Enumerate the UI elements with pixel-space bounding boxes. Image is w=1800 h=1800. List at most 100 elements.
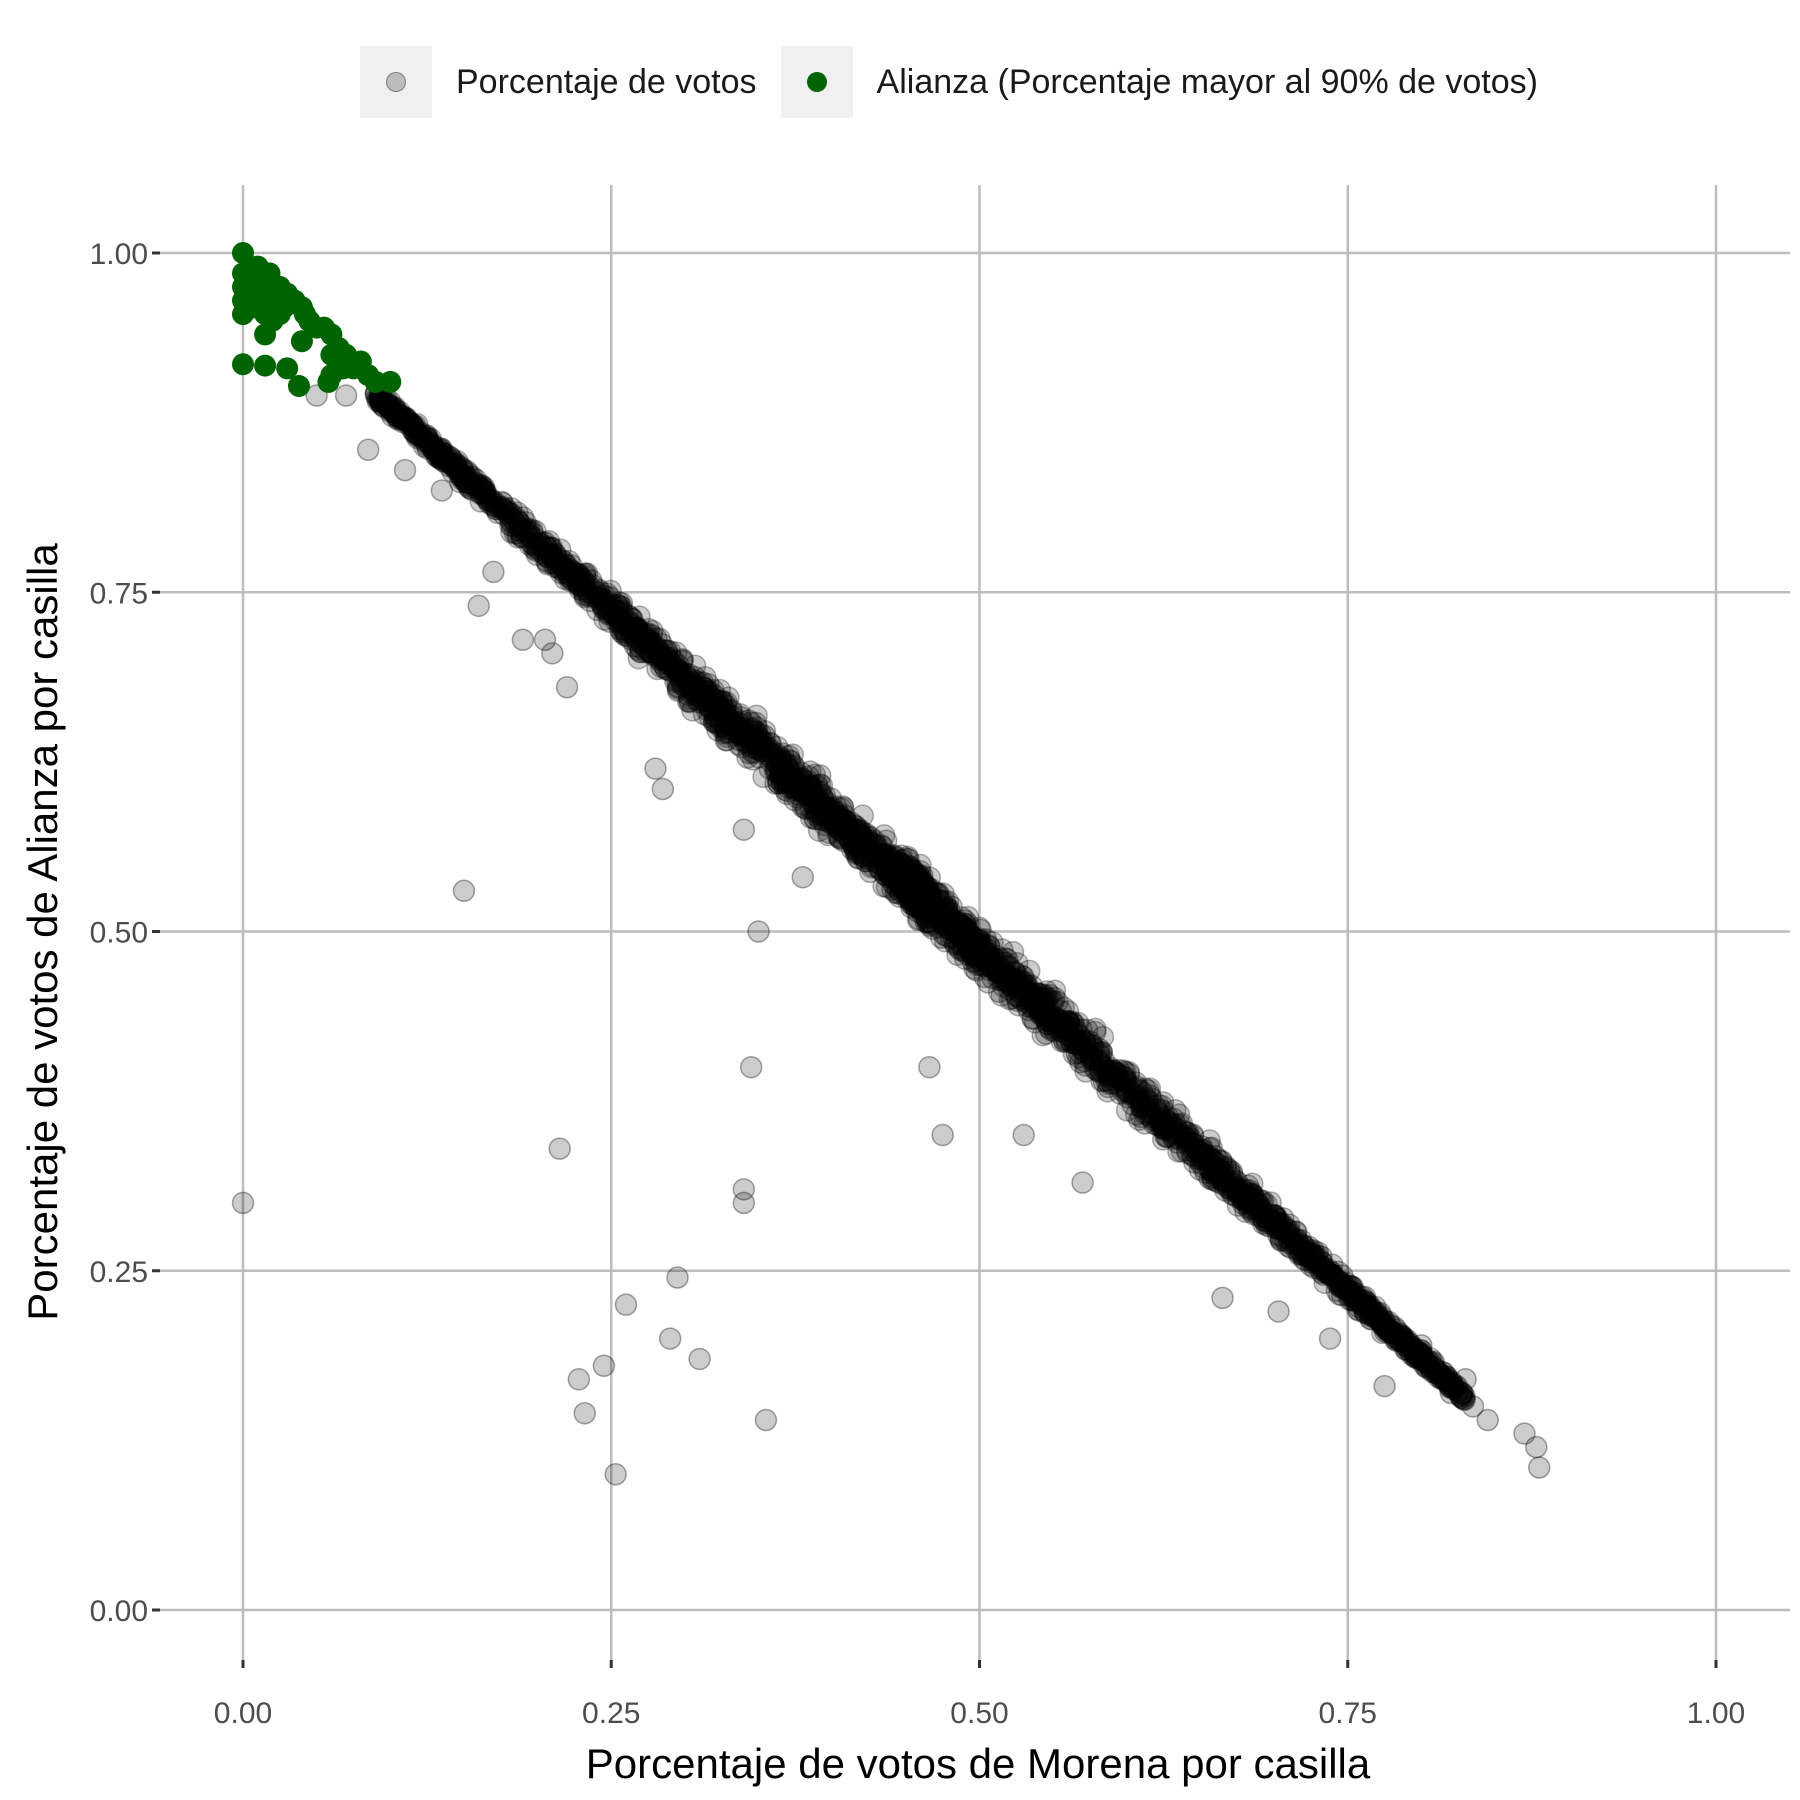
cloud-point xyxy=(765,742,789,766)
cloud-point xyxy=(438,446,462,469)
cloud-point xyxy=(1446,1379,1469,1403)
cloud-point xyxy=(878,864,901,888)
cloud-point xyxy=(1157,1112,1181,1136)
cloud-point xyxy=(831,795,854,818)
cloud-point xyxy=(747,730,770,754)
cloud-point xyxy=(1098,1060,1121,1084)
cloud-point xyxy=(658,652,682,675)
cloud-point xyxy=(694,684,717,708)
cloud-point xyxy=(1222,1183,1245,1207)
cloud-point xyxy=(714,706,738,730)
cloud-point xyxy=(517,517,541,541)
cloud-point xyxy=(674,664,697,687)
cloud-point xyxy=(935,908,958,931)
cloud-point xyxy=(776,776,800,799)
cloud-point xyxy=(1244,1188,1268,1212)
cloud-point xyxy=(1389,1328,1413,1351)
cloud-point xyxy=(1242,1202,1265,1226)
cloud-point xyxy=(401,414,424,438)
cloud-point xyxy=(797,776,821,799)
cloud-point xyxy=(1280,1230,1304,1254)
cloud-point xyxy=(1331,1264,1354,1287)
cloud-point xyxy=(1037,1016,1061,1040)
cloud-point xyxy=(1083,1057,1107,1081)
cloud-point xyxy=(653,639,676,662)
cloud-point xyxy=(782,754,805,777)
cloud-point xyxy=(1375,1317,1398,1340)
cloud-point xyxy=(748,736,772,760)
cloud-point xyxy=(669,660,693,684)
cloud-point xyxy=(682,671,705,694)
cloud-point xyxy=(788,778,811,801)
cloud-point xyxy=(1412,1349,1436,1372)
grey-point xyxy=(1012,1123,1035,1147)
cloud-point xyxy=(684,670,708,693)
cloud-point xyxy=(955,919,978,942)
cloud-point xyxy=(983,959,1006,982)
cloud-point xyxy=(906,864,929,888)
cloud-point xyxy=(698,680,722,703)
cloud-point xyxy=(1198,1145,1221,1169)
cloud-point xyxy=(1081,1047,1105,1071)
cloud-point xyxy=(878,861,902,885)
cloud-point xyxy=(1449,1385,1473,1408)
cloud-point xyxy=(1353,1285,1377,1309)
cloud-point xyxy=(764,757,787,780)
cloud-point xyxy=(688,681,712,705)
cloud-point xyxy=(1222,1175,1246,1199)
cloud-point xyxy=(502,507,525,531)
cloud-point xyxy=(1320,1263,1343,1287)
cloud-point xyxy=(486,495,510,519)
cloud-point xyxy=(1063,1031,1086,1055)
cloud-point xyxy=(958,941,982,964)
cloud-point xyxy=(808,764,832,787)
cloud-point xyxy=(935,907,958,931)
cloud-point xyxy=(808,780,831,803)
grey-point xyxy=(548,1137,571,1160)
cloud-point xyxy=(413,430,437,453)
cloud-point xyxy=(631,622,655,646)
cloud-point xyxy=(906,867,930,890)
cloud-point xyxy=(1355,1292,1378,1315)
cloud-point xyxy=(1058,1011,1081,1034)
cloud-point xyxy=(1196,1146,1219,1170)
cloud-point xyxy=(631,628,655,652)
cloud-point xyxy=(884,846,908,869)
cloud-point xyxy=(1408,1347,1432,1370)
cloud-point xyxy=(1403,1339,1426,1362)
cloud-point xyxy=(1353,1300,1377,1324)
cloud-point xyxy=(1450,1383,1474,1406)
cloud-point xyxy=(787,764,811,787)
cloud-point xyxy=(734,730,757,753)
cloud-point xyxy=(1292,1234,1315,1257)
cloud-point xyxy=(977,934,1001,957)
cloud-point xyxy=(876,851,899,874)
cloud-point xyxy=(1304,1245,1328,1269)
cloud-point xyxy=(849,829,873,852)
cloud-point xyxy=(901,858,925,881)
cloud-point xyxy=(944,910,968,934)
cloud-point xyxy=(747,738,770,761)
cloud-point xyxy=(1189,1152,1213,1175)
cloud-point xyxy=(1081,1034,1105,1057)
cloud-point xyxy=(1207,1161,1230,1185)
cloud-point xyxy=(1018,983,1042,1006)
cloud-point xyxy=(468,482,492,505)
cloud-point xyxy=(1147,1109,1171,1132)
cloud-point xyxy=(616,604,640,627)
cloud-point xyxy=(612,622,635,646)
cloud-point xyxy=(450,468,474,491)
cloud-point xyxy=(646,638,670,661)
cloud-point xyxy=(428,437,451,461)
cloud-point xyxy=(909,853,932,877)
cloud-point xyxy=(886,856,909,879)
cloud-point xyxy=(1296,1243,1320,1267)
cloud-point xyxy=(1137,1100,1161,1124)
cloud-point xyxy=(739,711,763,734)
cloud-point xyxy=(1138,1084,1162,1108)
cloud-point xyxy=(588,579,611,603)
cloud-point xyxy=(1313,1271,1336,1295)
cloud-point xyxy=(1327,1273,1350,1297)
cloud-point xyxy=(1273,1215,1297,1239)
cloud-point xyxy=(908,884,931,907)
